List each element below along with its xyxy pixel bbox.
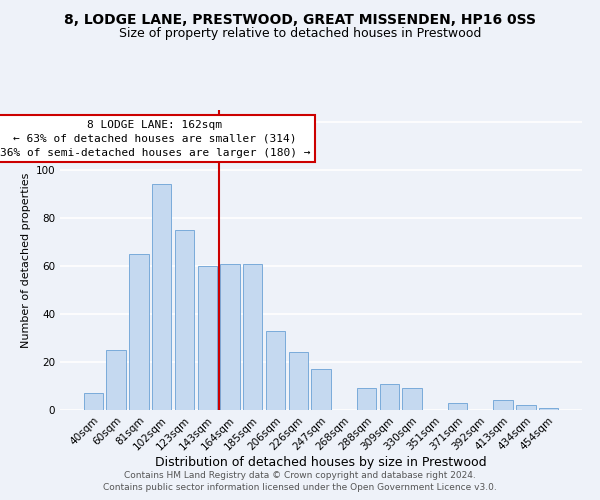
Text: Contains public sector information licensed under the Open Government Licence v3: Contains public sector information licen… xyxy=(103,484,497,492)
Bar xyxy=(243,264,262,410)
Bar xyxy=(311,369,331,410)
Text: Contains HM Land Registry data © Crown copyright and database right 2024.: Contains HM Land Registry data © Crown c… xyxy=(124,471,476,480)
Bar xyxy=(539,408,558,410)
Bar xyxy=(289,352,308,410)
Bar xyxy=(129,254,149,410)
Bar xyxy=(357,388,376,410)
Text: 8 LODGE LANE: 162sqm
← 63% of detached houses are smaller (314)
36% of semi-deta: 8 LODGE LANE: 162sqm ← 63% of detached h… xyxy=(0,120,310,158)
Bar xyxy=(403,388,422,410)
Bar xyxy=(266,331,285,410)
Bar xyxy=(84,393,103,410)
Bar xyxy=(493,400,513,410)
X-axis label: Distribution of detached houses by size in Prestwood: Distribution of detached houses by size … xyxy=(155,456,487,469)
Text: Size of property relative to detached houses in Prestwood: Size of property relative to detached ho… xyxy=(119,28,481,40)
Text: 8, LODGE LANE, PRESTWOOD, GREAT MISSENDEN, HP16 0SS: 8, LODGE LANE, PRESTWOOD, GREAT MISSENDE… xyxy=(64,12,536,26)
Y-axis label: Number of detached properties: Number of detached properties xyxy=(21,172,31,348)
Bar xyxy=(380,384,399,410)
Bar xyxy=(175,230,194,410)
Bar xyxy=(152,184,172,410)
Bar xyxy=(220,264,239,410)
Bar xyxy=(106,350,126,410)
Bar xyxy=(197,266,217,410)
Bar xyxy=(516,405,536,410)
Bar xyxy=(448,403,467,410)
